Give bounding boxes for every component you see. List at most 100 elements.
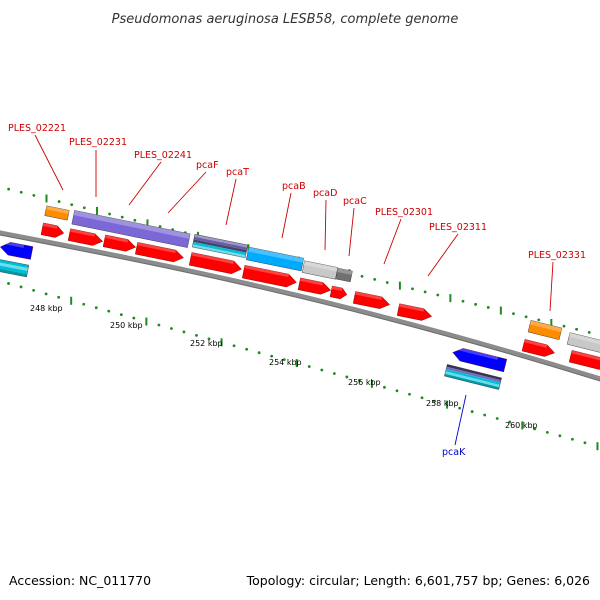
ruler-dot xyxy=(461,299,465,303)
gene-arrow[interactable] xyxy=(451,346,508,373)
gene-labels: PLES_02221 PLES_02231 PLES_02241 pcaF pc… xyxy=(8,123,586,458)
callout-line xyxy=(427,233,459,277)
callout-line xyxy=(324,199,327,251)
gene-arrow[interactable] xyxy=(568,350,600,371)
striped-feature[interactable] xyxy=(0,258,30,278)
ruler-dot xyxy=(119,313,123,317)
striped-feature[interactable] xyxy=(444,364,502,390)
tick-label: 254 kbp xyxy=(269,358,302,367)
ruler-dot xyxy=(411,287,414,291)
gene-arrow[interactable] xyxy=(188,252,243,275)
callout-line xyxy=(383,218,402,265)
ruler-dot xyxy=(395,389,399,393)
gene-label[interactable]: pcaC xyxy=(343,196,367,207)
gene-label[interactable]: pcaD xyxy=(313,188,337,199)
ruler-dot xyxy=(94,306,98,310)
ruler-dot xyxy=(408,392,411,396)
feature-block[interactable] xyxy=(566,332,600,354)
gene-arrow[interactable] xyxy=(297,277,332,296)
gene-arrow[interactable] xyxy=(102,234,137,253)
ruler-dot xyxy=(82,206,86,210)
gene-label[interactable]: PLES_02311 xyxy=(429,222,487,233)
gene-arrow[interactable] xyxy=(396,303,433,323)
callout-line xyxy=(167,171,207,214)
ruler-dot xyxy=(133,218,137,222)
feature-block[interactable] xyxy=(44,205,70,221)
gene-label[interactable]: pcaF xyxy=(196,160,219,171)
callout-line xyxy=(549,261,554,312)
striped-feature[interactable] xyxy=(192,234,248,258)
gene-features xyxy=(0,205,600,390)
tick-label: 258 kbp xyxy=(426,399,459,408)
ruler-dot xyxy=(458,406,462,410)
gene-label[interactable]: pcaB xyxy=(282,181,306,192)
ruler-dot xyxy=(57,295,61,299)
ruler-dot xyxy=(332,372,336,375)
map-title: Pseudomonas aeruginosa LESB58, complete … xyxy=(112,12,459,27)
gene-arrow[interactable] xyxy=(40,222,65,239)
ruler-dot xyxy=(423,290,427,294)
ruler-dot xyxy=(7,187,11,191)
ruler-dot xyxy=(508,420,512,424)
ruler-dot xyxy=(32,288,35,292)
gene-label[interactable]: pcaK xyxy=(442,447,466,458)
ruler-dot xyxy=(245,347,249,351)
feature-block[interactable] xyxy=(335,267,353,283)
tick-label: 250 kbp xyxy=(110,321,143,330)
ruler-dot xyxy=(19,285,23,289)
ruler-dot xyxy=(433,399,436,403)
inner-dotted-ruler xyxy=(7,282,599,451)
ruler-dot xyxy=(420,396,424,400)
ruler-dot xyxy=(82,302,86,306)
ruler-dot xyxy=(470,410,474,413)
gene-label[interactable]: PLES_02301 xyxy=(375,207,433,218)
ruler-dot xyxy=(583,441,587,445)
feature-block[interactable] xyxy=(246,246,304,272)
ruler-dot xyxy=(232,344,236,348)
callout-line xyxy=(454,394,467,446)
ruler-dot xyxy=(575,327,578,331)
ruler-dot xyxy=(436,293,440,297)
ruler-dot xyxy=(257,351,261,355)
gene-label[interactable]: PLES_02221 xyxy=(8,123,66,134)
ruler-dot xyxy=(57,200,61,203)
gene-arrow[interactable] xyxy=(135,242,184,263)
ruler-dot xyxy=(19,190,23,194)
gene-arrow[interactable] xyxy=(242,265,298,289)
ruler-dot xyxy=(373,278,377,281)
gene-label[interactable]: PLES_02241 xyxy=(134,150,192,161)
ruler-dot xyxy=(7,282,10,285)
ruler-dot xyxy=(495,417,499,420)
ruler-dot xyxy=(182,330,186,334)
ruler-dot xyxy=(562,324,566,328)
gene-arrow[interactable] xyxy=(67,228,104,248)
feature-block[interactable] xyxy=(71,210,191,248)
ruler-tick-labels: 248 kbp 250 kbp 252 kbp 254 kbp 256 kbp … xyxy=(30,304,538,430)
ruler-dot xyxy=(545,430,549,434)
callout-line xyxy=(225,178,237,226)
gene-label[interactable]: pcaT xyxy=(226,167,249,178)
gene-arrow[interactable] xyxy=(521,339,556,358)
gene-label[interactable]: PLES_02331 xyxy=(528,250,586,261)
feature-block[interactable] xyxy=(527,320,563,340)
callout-line xyxy=(281,192,292,239)
ruler-dot xyxy=(587,330,591,334)
ruler-dot xyxy=(360,274,364,278)
ruler-dot xyxy=(170,327,173,330)
ruler-dot xyxy=(345,375,349,379)
feature-block[interactable] xyxy=(301,260,339,280)
ruler-dot xyxy=(158,225,162,228)
gene-arrow[interactable] xyxy=(329,285,348,300)
backbone xyxy=(0,230,600,382)
gene-label[interactable]: PLES_02231 xyxy=(69,137,127,148)
ruler-dot xyxy=(537,318,541,322)
gene-arrow[interactable] xyxy=(0,240,34,260)
accession-text: Accession: NC_011770 xyxy=(9,573,151,588)
tick-label: 260 kbp xyxy=(505,421,538,430)
ruler-dot xyxy=(132,316,136,320)
ruler-dot xyxy=(383,385,386,389)
ruler-dot xyxy=(483,413,487,417)
tick-label: 248 kbp xyxy=(30,304,63,313)
gene-arrow[interactable] xyxy=(352,291,391,311)
ruler-dot xyxy=(533,427,537,431)
